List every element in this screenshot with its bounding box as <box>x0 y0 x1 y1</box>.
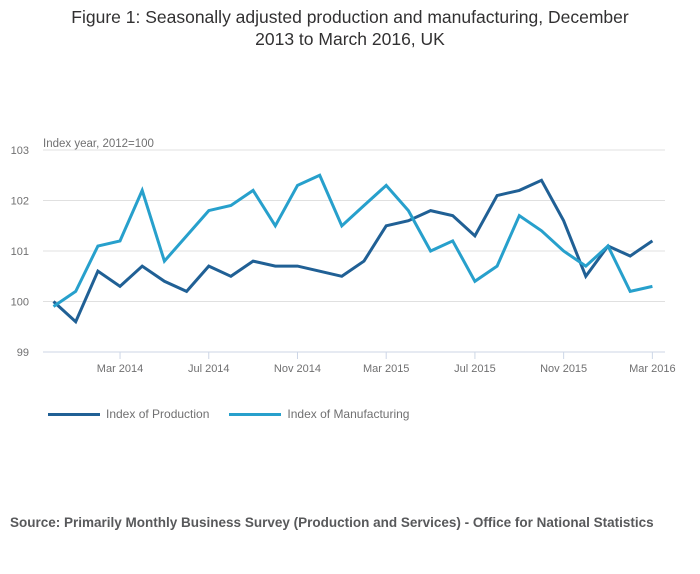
x-tick-label: Mar 2016 <box>629 363 675 375</box>
y-tick-label-99: 99 <box>17 347 29 359</box>
line-chart: 99 100 101 102 103 Index year, 2012=100 Mar … <box>11 138 676 375</box>
y-axis-label: Index year, 2012=100 <box>43 138 154 150</box>
y-tick-label-100: 100 <box>11 297 29 309</box>
source-note: Source: Primarily Monthly Business Surve… <box>10 515 654 530</box>
x-tick-label: Jul 2015 <box>454 363 496 375</box>
x-tick-label: Nov 2014 <box>274 363 321 375</box>
chart-title: Figure 1: Seasonally adjusted production… <box>0 6 700 50</box>
x-axis: Mar 2014 Jul 2014 Nov 2014 Mar 2015 Jul 2015… <box>43 351 676 375</box>
x-tick-label: Mar 2015 <box>363 363 409 375</box>
legend-label-production: Index of Production <box>106 407 210 421</box>
gridlines <box>43 149 665 302</box>
series-line-index-of-production <box>52 178 654 325</box>
series-lines <box>52 173 654 325</box>
y-tick-label-103: 103 <box>11 145 29 157</box>
x-tick-label: Nov 2015 <box>540 363 587 375</box>
legend-label-manufacturing: Index of Manufacturing <box>287 407 410 421</box>
x-tick-label: Jul 2014 <box>188 363 230 375</box>
series-line-index-of-manufacturing <box>52 173 653 308</box>
x-tick-label: Mar 2014 <box>97 363 143 375</box>
chart-title-line-2: 2013 to March 2016, UK <box>255 29 445 49</box>
y-tick-label-101: 101 <box>11 246 29 258</box>
legend-item-production[interactable]: Index of Production <box>48 407 209 421</box>
chart-title-line-1: Figure 1: Seasonally adjusted production… <box>71 7 629 27</box>
y-axis-ticks: 99 100 101 102 103 <box>11 145 29 359</box>
legend-item-manufacturing[interactable]: Index of Manufacturing <box>229 407 409 421</box>
y-tick-label-102: 102 <box>11 196 29 208</box>
legend-swatch-manufacturing <box>229 412 282 416</box>
legend-swatch-production <box>48 412 100 416</box>
legend: Index of Production Index of Manufacturi… <box>48 407 429 421</box>
